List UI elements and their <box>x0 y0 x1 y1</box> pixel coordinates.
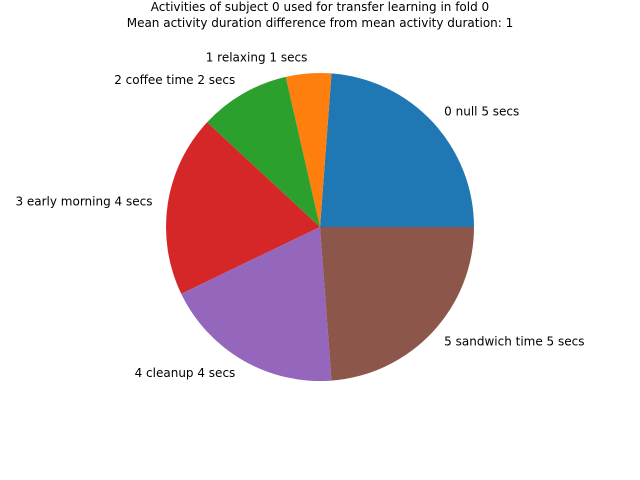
pie-slice-2 <box>207 76 320 227</box>
pie-slices <box>166 73 474 381</box>
chart-title-line-2: Mean activity duration difference from m… <box>127 16 514 30</box>
pie-slice-0 <box>320 73 474 227</box>
pie-label-1: 1 relaxing 1 secs <box>206 51 308 65</box>
pie-label-5: 5 sandwich time 5 secs <box>444 335 584 349</box>
pie-label-2: 2 coffee time 2 secs <box>114 73 235 87</box>
pie-label-4: 4 cleanup 4 secs <box>135 366 236 380</box>
pie-label-3: 3 early morning 4 secs <box>15 194 152 208</box>
pie-slice-1 <box>285 73 332 228</box>
pie-labels: 0 null 5 secs 1 relaxing 1 secs 2 coffee t… <box>15 51 584 381</box>
chart-title-line-1: Activities of subject 0 used for transfe… <box>151 0 489 14</box>
pie-slice-3 <box>166 122 320 294</box>
pie-slice-5 <box>320 227 474 381</box>
pie-slice-4 <box>181 227 332 381</box>
pie-label-0: 0 null 5 secs <box>444 104 519 118</box>
